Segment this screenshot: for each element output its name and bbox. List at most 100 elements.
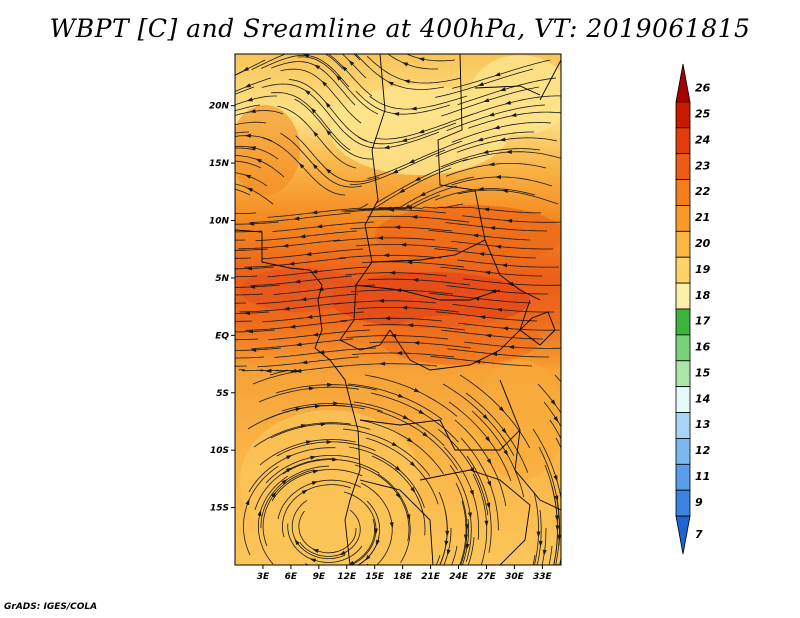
streamline [294, 98, 373, 160]
streamline-arrow [310, 107, 317, 114]
streamline-arrow [554, 515, 559, 522]
streamline [275, 384, 377, 394]
streamline-arrow [298, 162, 305, 169]
colorbar-label: 11 [695, 470, 710, 483]
field-patch-orange-northwest [235, 105, 300, 195]
streamline-arrow [289, 324, 296, 329]
streamline [541, 528, 547, 565]
streamline-arrow [339, 550, 346, 556]
streamline-arrow [554, 495, 559, 502]
streamline-arrow [306, 314, 313, 319]
streamline-arrow [379, 361, 386, 366]
streamline [533, 491, 539, 565]
lat-tick-label: EQ [215, 331, 229, 341]
streamline-arrows [242, 54, 561, 565]
streamline-arrow [310, 455, 317, 460]
longitude-axis: 3E 6E 9E 12E 15E 18E 21E 24E 27E 30E 33E [257, 565, 553, 582]
streamline [299, 509, 361, 557]
streamline [357, 307, 460, 313]
streamline-arrow [477, 186, 484, 191]
streamline [256, 293, 359, 305]
colorbar-label: 18 [695, 289, 711, 302]
streamline-arrow [508, 345, 515, 350]
streamline [235, 121, 267, 126]
streamline-arrow [301, 360, 308, 365]
colorbar-swatch [675, 63, 691, 103]
streamline-arrow [472, 233, 479, 238]
colorbar-swatch [675, 205, 691, 232]
streamline-arrow [501, 189, 508, 194]
streamline [459, 374, 531, 449]
streamline [238, 239, 341, 250]
streamline [247, 404, 346, 430]
streamline [235, 183, 274, 205]
streamline-arrow [555, 525, 560, 532]
streamline [452, 304, 554, 313]
streamline [350, 226, 453, 232]
lat-tick-label: 15S [210, 504, 229, 514]
streamline [374, 113, 474, 140]
streamline [377, 473, 411, 563]
streamline [471, 410, 525, 498]
streamline-arrow [244, 311, 251, 316]
streamline-arrow [246, 97, 253, 102]
colorbar-label: 21 [695, 211, 710, 224]
streamline-arrow [333, 401, 340, 406]
field-patch-deep-band [375, 205, 561, 265]
streamline [460, 437, 499, 531]
streamline [235, 131, 250, 134]
streamline [464, 341, 561, 349]
streamline-arrow [305, 252, 312, 256]
streamline-arrow [493, 125, 500, 130]
lat-tick-label: 20N [209, 102, 230, 112]
streamline [443, 528, 452, 565]
streamline-arrow [419, 191, 426, 197]
streamline [354, 464, 410, 542]
streamline [454, 419, 507, 507]
streamline-arrow [463, 534, 468, 541]
streamline [370, 392, 459, 443]
streamline [364, 374, 458, 417]
lat-tick-label: 5S [216, 389, 229, 399]
streamline [451, 240, 553, 250]
lon-tick-label: 12E [337, 572, 357, 582]
streamline [371, 455, 426, 536]
streamline [261, 248, 364, 260]
streamline-arrow [249, 109, 256, 114]
colorbar-swatch [675, 101, 691, 129]
streamline-arrow [388, 207, 395, 212]
colorbar-swatch [675, 412, 691, 439]
streamline-arrow [410, 106, 417, 111]
streamline-arrow [469, 489, 474, 497]
streamline-arrow [321, 80, 328, 87]
streamline [235, 95, 277, 106]
streamline-arrow [318, 350, 325, 355]
streamline-arrow [302, 54, 310, 58]
colorbar-label: 19 [695, 263, 711, 276]
streamline-arrow [503, 449, 509, 456]
streamline-arrow [507, 282, 514, 287]
streamline-arrow [387, 81, 394, 86]
streamline-arrow [396, 351, 403, 356]
streamline [353, 401, 445, 446]
field-patch-orange-equator [380, 315, 540, 365]
field-patch-red-west [240, 268, 360, 312]
streamline-arrow [484, 270, 491, 275]
streamline [251, 54, 344, 71]
streamline [342, 428, 431, 477]
colorbar-swatch [675, 489, 691, 517]
streamline [291, 500, 346, 560]
streamline-arrow [505, 149, 512, 154]
streamline-arrow [510, 112, 517, 117]
streamline [244, 257, 347, 268]
streamline-arrow [325, 129, 332, 136]
streamline-arrow [445, 530, 450, 537]
streamline-arrow [413, 340, 420, 345]
streamline-arrow [494, 72, 501, 77]
streamline-arrow [325, 168, 332, 174]
streamline [345, 272, 448, 277]
colorbar-label: 17 [695, 315, 711, 328]
colorbar-label: 24 [695, 133, 710, 146]
colorbar-swatch [675, 438, 691, 465]
streamline [257, 356, 360, 368]
